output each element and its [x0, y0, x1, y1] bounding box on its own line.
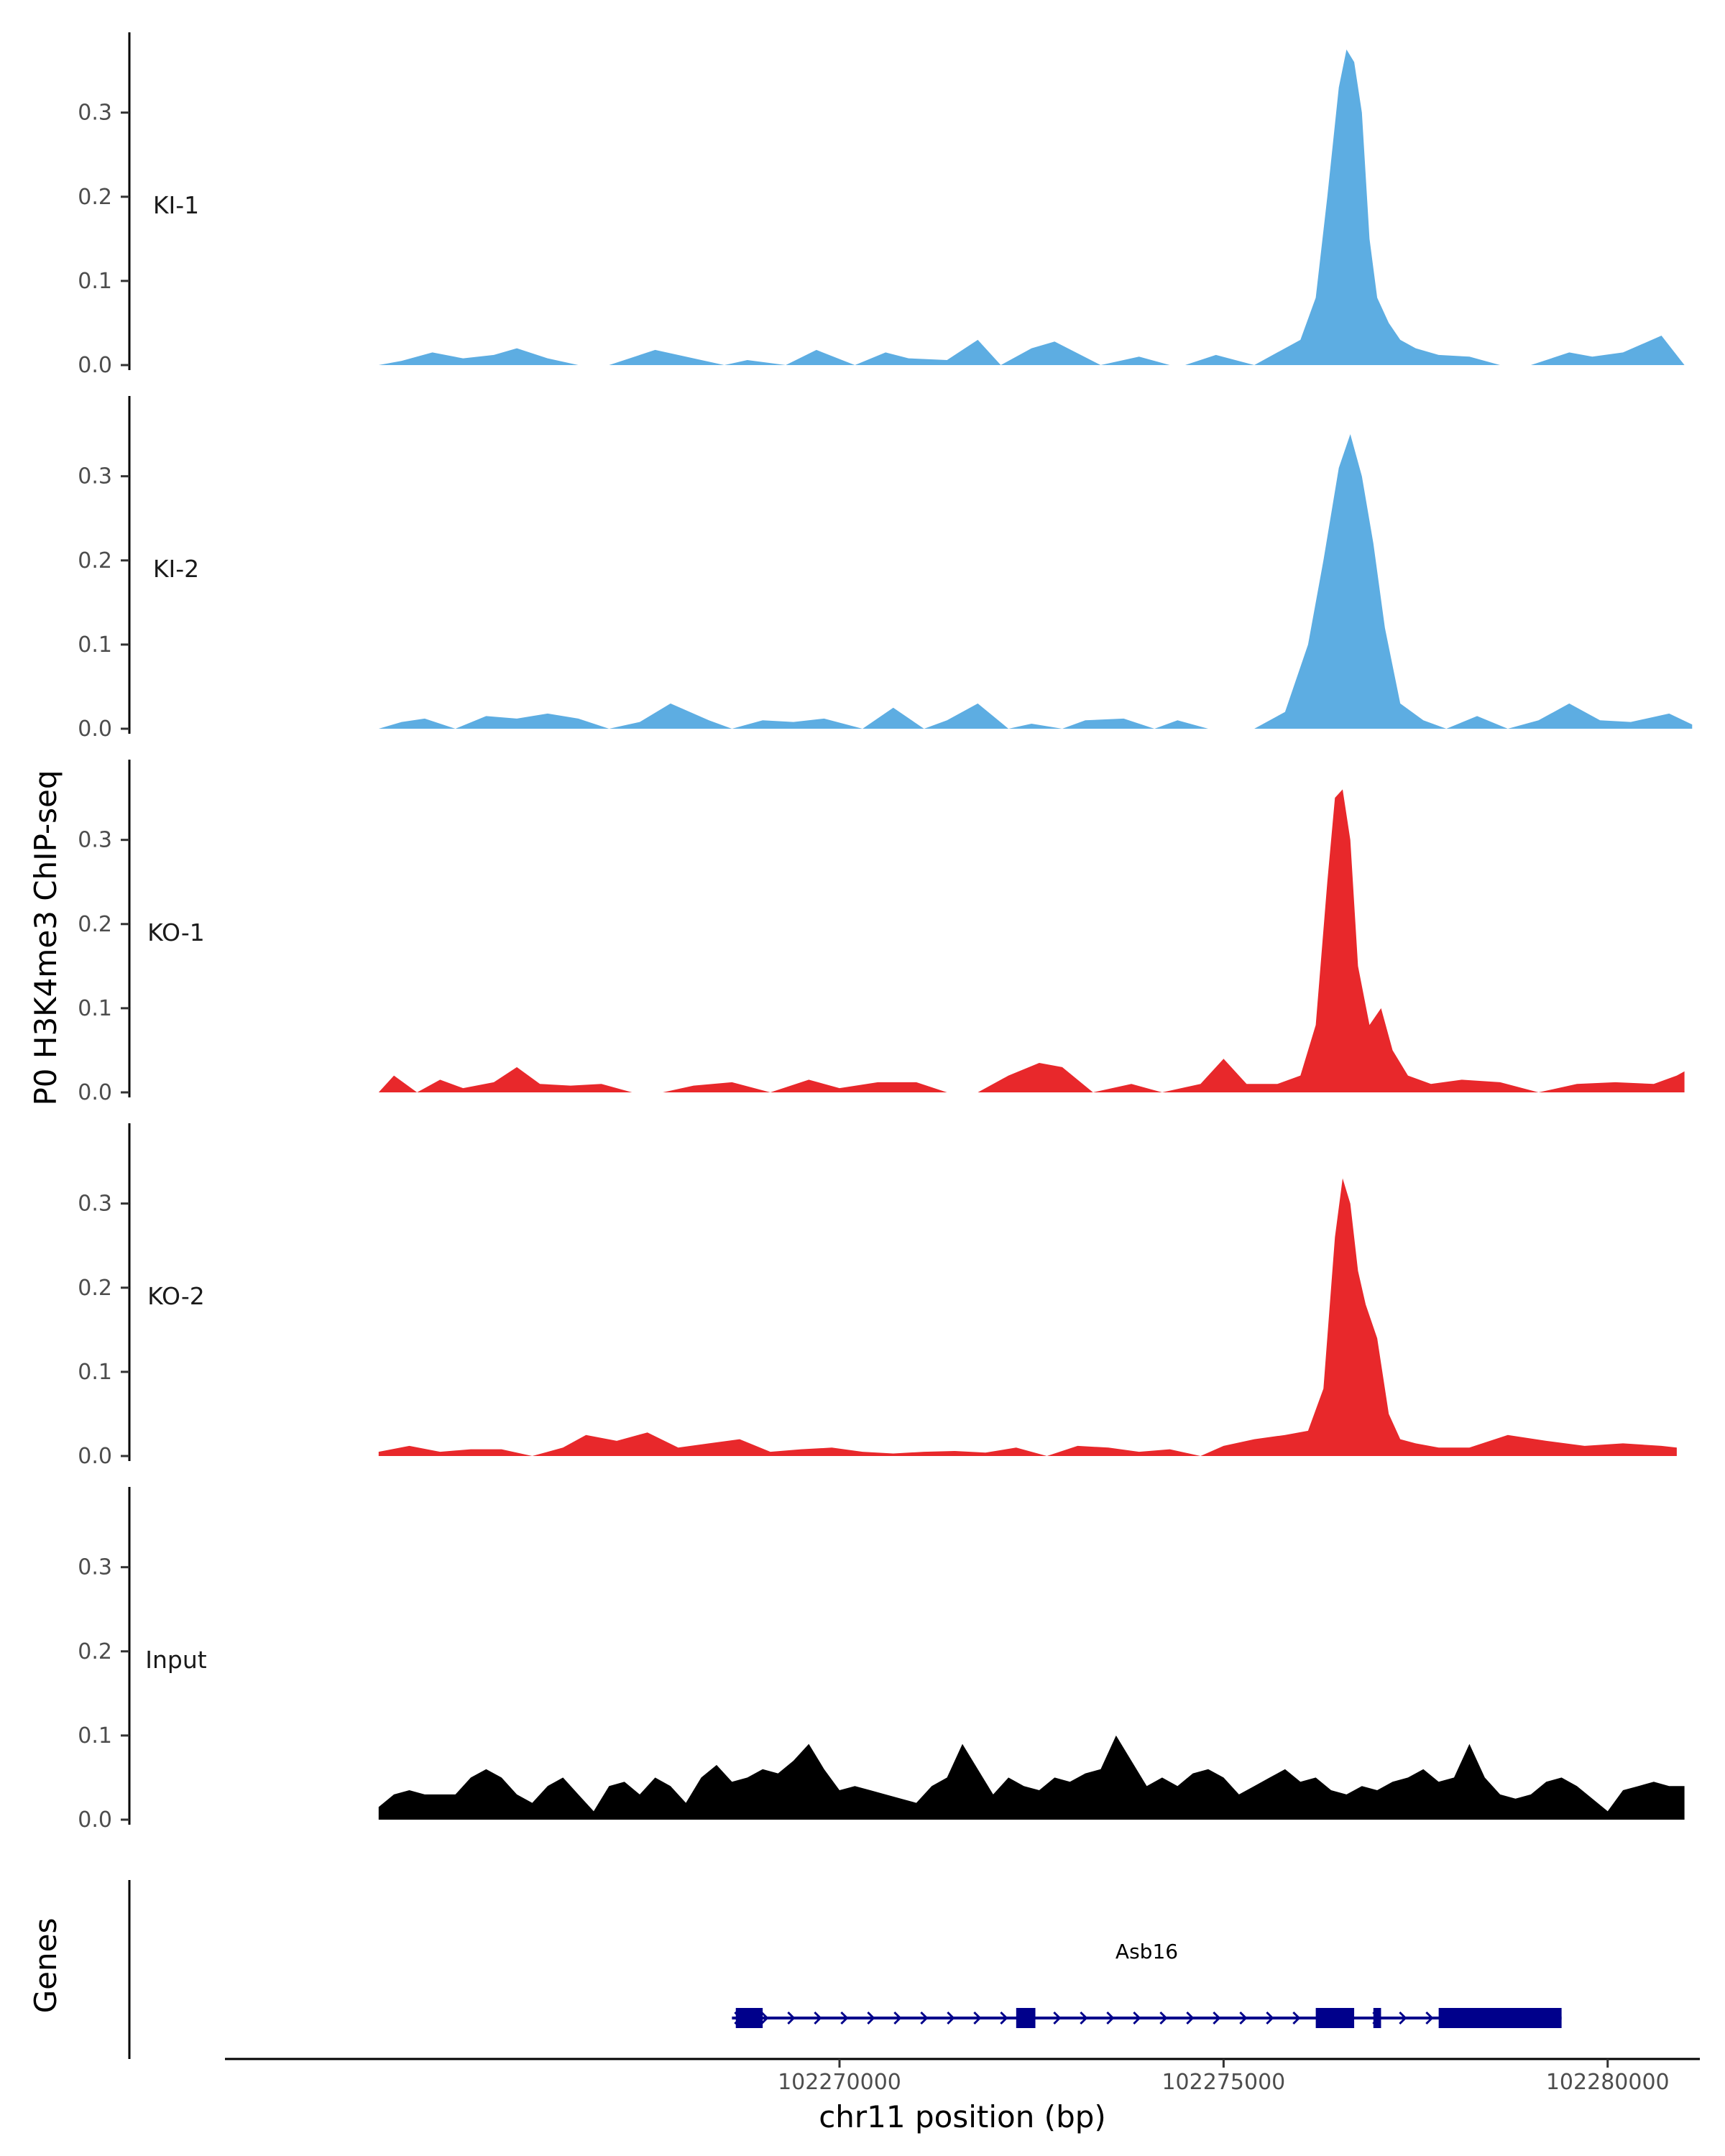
strand-arrow [973, 2011, 982, 2025]
strand-arrow [1239, 2011, 1248, 2025]
strand-arrow [1159, 2011, 1168, 2025]
strand-arrow [840, 2011, 849, 2025]
strand-arrow [893, 2011, 902, 2025]
y-tick-label: 0.0 [78, 1444, 112, 1469]
strand-arrow [787, 2011, 796, 2025]
y-tick-label: 0.1 [78, 1360, 112, 1385]
y-tick-label: 0.3 [78, 828, 112, 853]
track-label: Input [145, 1646, 207, 1674]
strand-arrow [1000, 2011, 1008, 2025]
track-label: KO-1 [147, 918, 205, 946]
gene-name-label: Asb16 [1116, 1940, 1178, 1963]
gene-exon [1016, 2008, 1036, 2028]
track-ki-1: 0.0 0.1 0.2 0.3 KI-1 [78, 32, 1685, 378]
x-axis: 102270000 102275000 102280000 chr11 positi… [225, 2058, 1700, 2134]
y-tick-label: 0.2 [78, 185, 112, 210]
signal-area-input [378, 1735, 1685, 1820]
strand-arrow [947, 2011, 955, 2025]
strand-arrow [1213, 2011, 1221, 2025]
strand-arrow [920, 2011, 929, 2025]
signal-area-ko-1 [378, 789, 1685, 1092]
signal-area-ki-2 [378, 434, 1693, 729]
y-tick-label: 0.0 [78, 353, 112, 378]
gene-exon [1315, 2008, 1355, 2028]
track-label: KI-2 [153, 555, 199, 583]
y-tick-label: 0.3 [78, 1192, 112, 1217]
strand-arrow [1106, 2011, 1115, 2025]
strand-arrow [1266, 2011, 1274, 2025]
track-ko-1: 0.0 0.1 0.2 0.3 KO-1 [78, 760, 1685, 1105]
y-tick-label: 0.3 [78, 464, 112, 489]
strand-arrow [1133, 2011, 1141, 2025]
strand-arrow [1080, 2011, 1088, 2025]
gene-track-panel: Genes Asb16 [28, 1880, 1562, 2059]
x-tick-label: 102280000 [1546, 2070, 1670, 2095]
track-ko-2: 0.0 0.1 0.2 0.3 KO-2 [78, 1123, 1677, 1469]
strand-arrow [1399, 2011, 1407, 2025]
y-tick-label: 0.2 [78, 912, 112, 937]
gene-exon [735, 2008, 763, 2028]
y-tick-label: 0.0 [78, 1080, 112, 1105]
y-tick-label: 0.2 [78, 548, 112, 573]
track-panels: 0.00.10.20.3KI-10.00.10.20.3KI-20.00.10.… [78, 32, 1693, 1833]
y-tick-label: 0.1 [78, 1723, 112, 1749]
gene-model [732, 2008, 1562, 2028]
x-tick-label: 102275000 [1162, 2070, 1285, 2095]
y-tick-label: 0.3 [78, 1555, 112, 1580]
signal-area-ki-1 [378, 49, 1685, 366]
track-label: KI-1 [153, 191, 199, 219]
y-tick-label: 0.2 [78, 1639, 112, 1664]
y-tick-label: 0.1 [78, 632, 112, 658]
track-input: 0.0 0.1 0.2 0.3 Input [78, 1487, 1685, 1833]
strand-arrow [814, 2011, 822, 2025]
x-axis-title: chr11 position (bp) [819, 2099, 1106, 2134]
x-axis-ticks: 102270000 102275000 102280000 [778, 2059, 1670, 2095]
y-tick-label: 0.1 [78, 269, 112, 294]
y-tick-label: 0.0 [78, 1807, 112, 1833]
strand-arrow [760, 2011, 769, 2025]
gene-exon [1373, 2008, 1381, 2028]
signal-area-ko-2 [378, 1178, 1677, 1456]
y-tick-label: 0.3 [78, 101, 112, 126]
track-label: KO-2 [147, 1282, 205, 1310]
gene-track-title: Genes [28, 1918, 63, 2014]
y-tick-label: 0.1 [78, 996, 112, 1021]
strand-arrow [1292, 2011, 1301, 2025]
track-ki-2: 0.0 0.1 0.2 0.3 KI-2 [78, 396, 1693, 742]
strand-arrow [1053, 2011, 1062, 2025]
gene-exon [1438, 2008, 1562, 2028]
strand-arrow [867, 2011, 875, 2025]
x-tick-label: 102270000 [778, 2070, 901, 2095]
y-tick-label: 0.0 [78, 717, 112, 742]
y-tick-label: 0.2 [78, 1276, 112, 1301]
y-axis-title: P0 H3K4me3 ChIP-seq [28, 770, 63, 1105]
strand-arrow [1425, 2011, 1434, 2025]
strand-arrow [1186, 2011, 1195, 2025]
